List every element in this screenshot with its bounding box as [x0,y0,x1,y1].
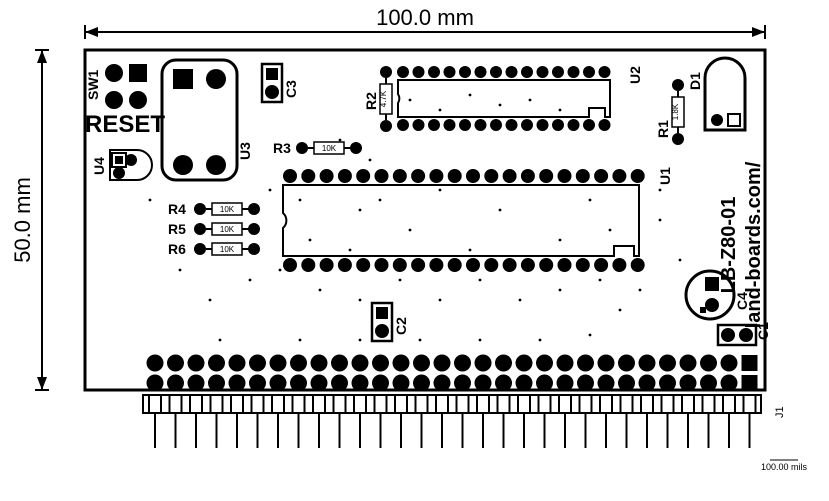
r3: R3 10K [273,140,362,156]
svg-text:R6: R6 [168,241,186,257]
scale-note: 100.00 mils [761,460,808,472]
svg-text:1.8K: 1.8K [671,103,680,120]
u1: U1 [283,167,673,272]
svg-text:R3: R3 [273,140,291,156]
svg-text:SW1: SW1 [85,69,101,100]
top-dimension: 100.0 mm [85,5,765,39]
pcb-diagram: 100.0 mm 50.0 mm SW1 RESET U4 U3 [0,0,829,501]
svg-text:4.7K: 4.7K [379,90,388,107]
r4: R4 10K [168,201,260,217]
svg-text:R4: R4 [168,201,186,217]
reset-label: RESET [85,111,165,138]
url-label: land-boards.com/ [743,161,765,328]
svg-text:R5: R5 [168,221,186,237]
model-label: LB-Z80-01 [718,197,740,294]
board-outline [85,50,765,390]
svg-text:10K: 10K [220,245,235,254]
svg-text:10K: 10K [220,205,235,214]
width-label: 100.0 mm [376,5,474,30]
r2: R2 4.7K [363,66,392,132]
svg-text:10K: 10K [322,144,337,153]
svg-text:J1: J1 [774,406,786,418]
svg-text:U4: U4 [91,157,107,175]
svg-text:C2: C2 [393,317,409,335]
u4: U4 [91,150,152,180]
via-dots [149,94,682,342]
u2: U2 [397,66,643,131]
r5: R5 10K [168,221,260,237]
svg-text:U2: U2 [627,66,643,84]
svg-text:D1: D1 [687,72,703,90]
svg-text:U1: U1 [657,167,673,185]
r1: R1 1.8K [655,79,684,145]
c2: C2 [372,303,409,341]
d1: D1 [687,58,745,130]
svg-text:100.00 mils: 100.00 mils [761,462,808,472]
left-dimension: 50.0 mm [10,50,49,390]
height-label: 50.0 mm [10,177,35,263]
svg-text:10K: 10K [220,225,235,234]
c3: C3 [262,64,299,102]
j1-header: J1 [143,355,786,449]
sw1: SW1 RESET [85,64,165,138]
svg-text:R2: R2 [363,92,379,110]
svg-text:U3: U3 [237,142,253,160]
u3: U3 [162,60,253,180]
svg-text:R1: R1 [655,120,671,138]
r6: R6 10K [168,241,260,257]
svg-text:C3: C3 [283,80,299,98]
